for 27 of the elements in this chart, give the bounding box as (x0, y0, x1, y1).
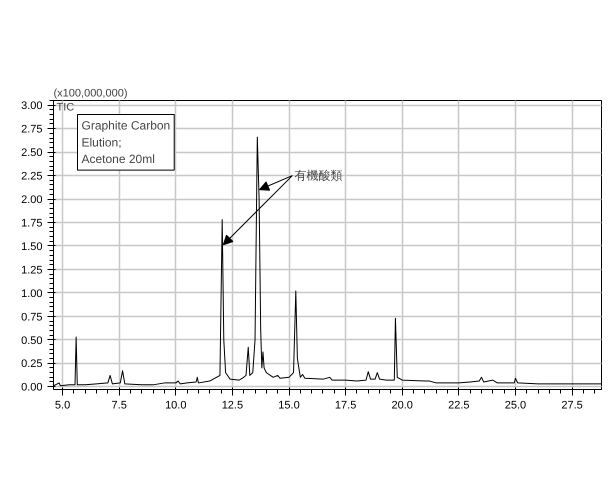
y-tick-label: 1.75 (21, 217, 43, 230)
y-tick-label: 2.25 (21, 170, 43, 183)
x-tick-label: 27.5 (561, 400, 583, 412)
y-tick-label: 1.00 (21, 288, 43, 300)
x-tick-label: 17.5 (334, 400, 356, 412)
annotation: Graphite Carbon Elution; Acetone 20ml (82, 118, 170, 166)
annotation: 有機酸類 (294, 168, 343, 183)
y-tick-label: 0.25 (21, 358, 43, 370)
y-axis-title: (x100,000,000) (54, 88, 128, 100)
annotation: TIC (56, 102, 74, 114)
x-tick-label: 7.5 (112, 400, 127, 412)
x-tick-label: 10.0 (165, 400, 186, 412)
y-tick-label: 1.25 (21, 264, 43, 276)
y-tick-label: 0.75 (21, 311, 43, 324)
x-tick-label: 22.5 (448, 400, 470, 412)
y-tick-label: 2.00 (21, 194, 43, 206)
x-tick-label: 15.0 (278, 400, 300, 412)
y-tick-label: 0.00 (21, 382, 43, 394)
x-tick-label: 25.0 (504, 400, 526, 412)
y-tick-label: 2.75 (21, 124, 43, 136)
x-tick-label: 5.0 (54, 400, 70, 412)
x-tick-label: 20.0 (392, 400, 413, 412)
x-tick-label: 12.5 (222, 400, 244, 412)
y-tick-label: 2.50 (21, 147, 43, 160)
y-tick-label: 3.00 (21, 100, 43, 112)
y-tick-label: 1.50 (21, 240, 43, 253)
y-tick-label: 0.50 (21, 334, 43, 347)
